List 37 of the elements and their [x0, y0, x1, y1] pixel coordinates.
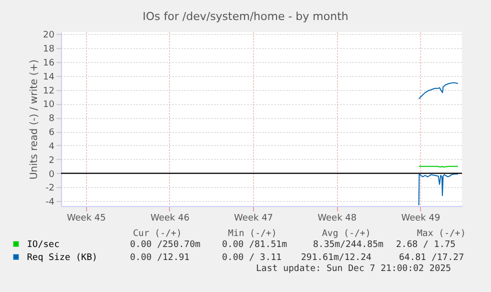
x-tick-label: Week 45 — [66, 214, 106, 224]
text: 64.81 /17.27 — [399, 253, 464, 263]
legend-label: IO/sec — [27, 240, 60, 250]
x-tick-label: Week 46 — [150, 214, 190, 224]
y-tick-label: 2 — [48, 156, 54, 166]
y-axis-title: Units read (-) / write (+) — [29, 59, 40, 180]
y-tick-label: 16 — [43, 58, 55, 68]
y-tick-label: 0 — [48, 170, 55, 180]
y-tick-label: -4 — [46, 198, 55, 208]
y-tick-label: -2 — [46, 184, 54, 194]
text: 0.00 /81.51m — [222, 240, 288, 250]
text: 8.35m/244.85m — [313, 240, 384, 250]
line-series — [418, 82, 459, 100]
text: Cur (-/+) — [133, 229, 182, 239]
line-series — [418, 173, 459, 206]
legend-label: Req Size (KB) — [27, 253, 98, 263]
text: Avg (-/+) — [322, 229, 371, 239]
y-tick-label: 10 — [43, 100, 55, 110]
x-tick-label: Week 49 — [401, 214, 440, 224]
y-tick-label: 12 — [43, 86, 54, 96]
text: Max (-/+) — [417, 229, 466, 239]
y-tick-label: 8 — [48, 114, 55, 124]
text: 0.00 / 3.11 — [222, 253, 282, 263]
y-tick-label: 4 — [48, 142, 55, 152]
text: 2.68 / 1.75 — [396, 240, 456, 250]
text: 0.00 /250.70m — [130, 240, 200, 250]
x-tick-label: Week 48 — [318, 214, 357, 224]
text: Last update: Sun Dec 7 21:00:02 2025 — [256, 264, 452, 274]
chart-title: IOs for /dev/system/home - by month — [142, 10, 348, 24]
text: 291.61m/12.24 — [301, 253, 372, 263]
x-tick-label: Week 47 — [234, 214, 274, 224]
y-tick-label: 6 — [48, 128, 55, 138]
y-tick-label: 18 — [43, 44, 55, 55]
text: 0.00 /12.91 — [130, 253, 190, 263]
y-tick-label: 14 — [43, 72, 55, 82]
text: Min (-/+) — [228, 229, 277, 239]
y-tick-label: 20 — [43, 30, 55, 41]
